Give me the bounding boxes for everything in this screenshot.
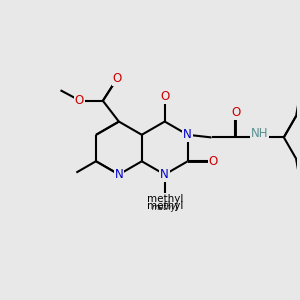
Text: methyl: methyl xyxy=(152,203,178,212)
Text: O: O xyxy=(210,155,219,168)
Text: N: N xyxy=(160,168,169,181)
Text: O: O xyxy=(75,94,84,107)
Text: N: N xyxy=(114,168,123,181)
Text: N: N xyxy=(183,128,192,141)
Text: N: N xyxy=(114,168,123,181)
Text: O: O xyxy=(112,72,122,85)
Text: methyl: methyl xyxy=(146,194,183,204)
Text: methyl: methyl xyxy=(146,201,183,211)
Text: N: N xyxy=(183,128,192,141)
Text: O: O xyxy=(232,106,241,118)
Text: O: O xyxy=(160,90,169,103)
Text: O: O xyxy=(160,89,169,102)
Text: NH: NH xyxy=(250,127,268,140)
Text: N: N xyxy=(160,168,169,181)
Text: O: O xyxy=(209,155,218,168)
